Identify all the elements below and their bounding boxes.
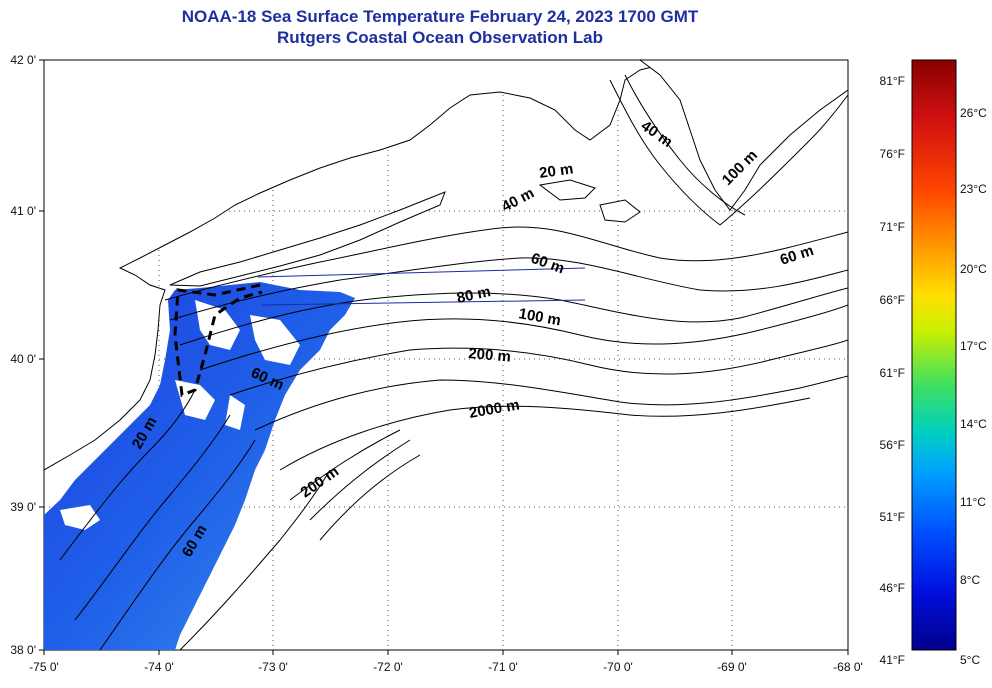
lat-tick-label: 41 0' xyxy=(10,204,36,218)
longitude-axis: -75 0' -74 0' -73 0' -72 0' -71 0' -70 0' -69 … xyxy=(29,650,863,674)
map-subtitle: Rutgers Coastal Ocean Observation Lab xyxy=(277,28,603,47)
contour-label: 200 m xyxy=(468,345,512,366)
colorbar-fahrenheit-labels: 81°F 76°F 71°F 66°F 61°F 56°F 51°F 46°F 41°F xyxy=(880,74,905,667)
latitude-axis: 42 0' 41 0' 40 0' 39 0' 38 0' xyxy=(10,53,44,657)
lat-tick-label: 39 0' xyxy=(10,500,36,514)
colorbar-f-label: 81°F xyxy=(880,74,905,88)
colorbar-f-label: 76°F xyxy=(880,147,905,161)
lon-tick-label: -69 0' xyxy=(717,660,747,674)
colorbar-f-label: 51°F xyxy=(880,510,905,524)
dashed-track xyxy=(173,283,263,398)
marthas-vineyard xyxy=(538,179,596,201)
colorbar-c-label: 17°C xyxy=(960,339,987,353)
colorbar-c-label: 5°C xyxy=(960,653,980,667)
colorbar xyxy=(911,59,957,651)
coastline xyxy=(44,60,701,471)
lat-tick-label: 40 0' xyxy=(10,352,36,366)
lon-tick-label: -68 0' xyxy=(833,660,863,674)
cape-cod xyxy=(600,60,848,211)
colorbar-f-label: 41°F xyxy=(880,653,905,667)
lon-tick-label: -70 0' xyxy=(603,660,633,674)
colorbar-f-label: 56°F xyxy=(880,438,905,452)
colorbar-f-label: 71°F xyxy=(880,220,905,234)
cloud-mask xyxy=(60,300,300,530)
map-title: NOAA-18 Sea Surface Temperature February… xyxy=(181,7,699,26)
colorbar-c-label: 8°C xyxy=(960,573,980,587)
transect-lines xyxy=(257,267,586,306)
nantucket xyxy=(599,199,641,223)
long-island xyxy=(169,191,446,287)
colorbar-c-label: 26°C xyxy=(960,106,987,120)
colorbar-c-label: 23°C xyxy=(960,182,987,196)
lon-tick-label: -75 0' xyxy=(29,660,59,674)
colorbar-f-label: 66°F xyxy=(880,293,905,307)
lon-tick-label: -71 0' xyxy=(488,660,518,674)
bathymetry-contours xyxy=(59,74,848,650)
colorbar-celsius-labels: 26°C 23°C 20°C 17°C 14°C 11°C 8°C 5°C xyxy=(960,106,987,667)
lon-tick-label: -74 0' xyxy=(144,660,174,674)
colorbar-c-label: 11°C xyxy=(960,495,986,509)
colorbar-f-label: 61°F xyxy=(880,366,905,380)
lon-tick-label: -73 0' xyxy=(258,660,288,674)
contour-label: 80 m xyxy=(455,283,492,307)
lon-tick-label: -72 0' xyxy=(373,660,403,674)
contour-label: 20 m xyxy=(538,160,574,182)
colorbar-c-label: 14°C xyxy=(960,417,987,431)
lat-tick-label: 42 0' xyxy=(10,53,36,67)
colorbar-c-label: 20°C xyxy=(960,262,987,276)
lat-tick-label: 38 0' xyxy=(10,643,36,657)
colorbar-f-label: 46°F xyxy=(880,581,905,595)
